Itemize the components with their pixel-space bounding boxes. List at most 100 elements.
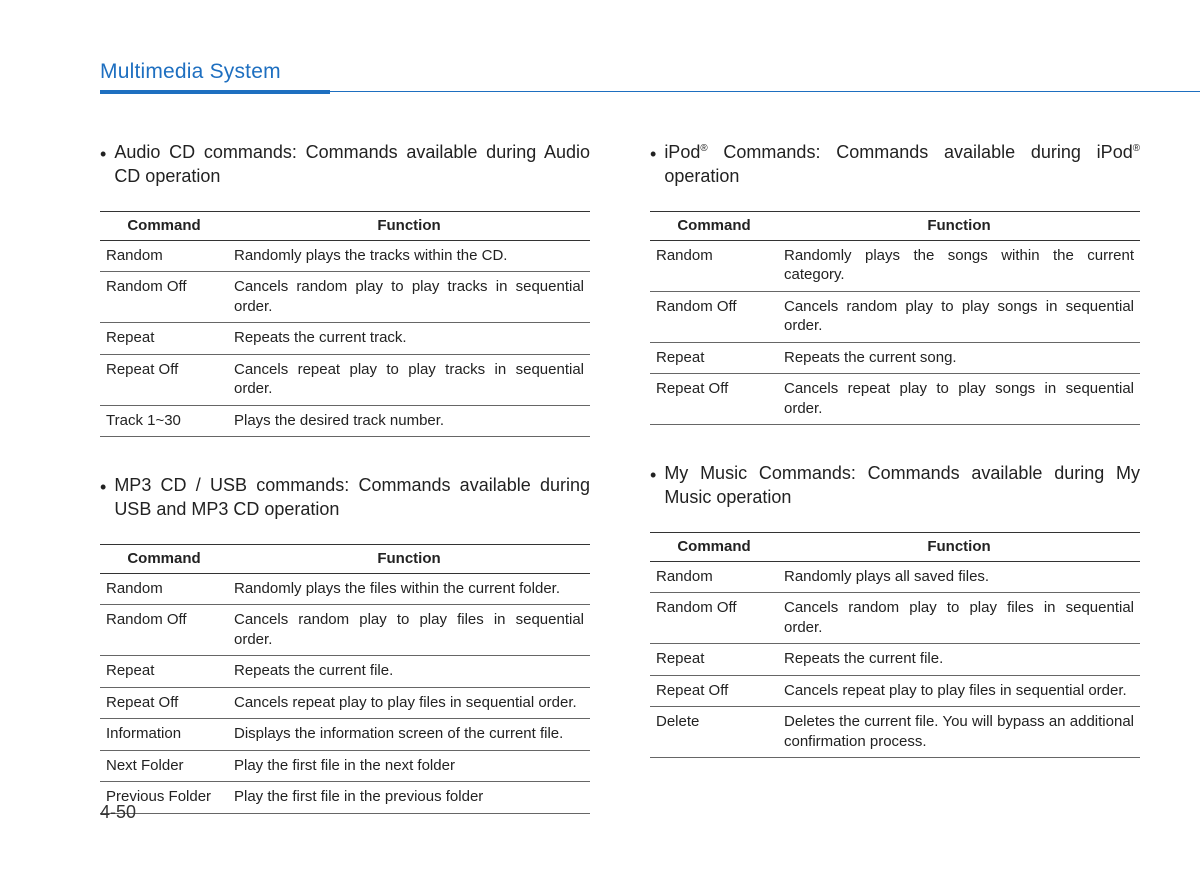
- th-function: Function: [228, 544, 590, 573]
- command-table: Command Function RandomRandomly plays th…: [650, 211, 1140, 426]
- table-row: Repeat OffCancels repeat play to play fi…: [100, 687, 590, 719]
- header-title: Multimedia System: [100, 60, 1140, 90]
- cell-command: Repeat: [650, 342, 778, 374]
- table-row: RandomRandomly plays the files within th…: [100, 573, 590, 605]
- cell-command: Repeat Off: [650, 675, 778, 707]
- cell-command: Repeat: [650, 644, 778, 676]
- table-row: RepeatRepeats the current song.: [650, 342, 1140, 374]
- th-function: Function: [778, 532, 1140, 561]
- cell-function: Repeats the current file.: [778, 644, 1140, 676]
- table-row: Repeat OffCancels repeat play to play so…: [650, 374, 1140, 425]
- cell-function: Cancels repeat play to play songs in seq…: [778, 374, 1140, 425]
- cell-function: Cancels random play to play files in seq…: [228, 605, 590, 656]
- cell-function: Displays the information screen of the c…: [228, 719, 590, 751]
- cell-function: Repeats the current file.: [228, 656, 590, 688]
- section-title: • My Music Commands: Commands available …: [650, 461, 1140, 510]
- section-audio-cd: • Audio CD commands: Commands available …: [100, 140, 590, 437]
- cell-command: Random: [100, 573, 228, 605]
- cell-command: Random Off: [650, 291, 778, 342]
- bullet-icon: •: [650, 140, 656, 166]
- th-command: Command: [650, 211, 778, 240]
- section-ipod: • iPod® Commands: Commands available dur…: [650, 140, 1140, 425]
- table-row: Repeat OffCancels repeat play to play tr…: [100, 354, 590, 405]
- section-mp3-usb: • MP3 CD / USB commands: Commands availa…: [100, 473, 590, 814]
- cell-function: Randomly plays the tracks within the CD.: [228, 240, 590, 272]
- command-table: Command Function RandomRandomly plays al…: [650, 532, 1140, 759]
- cell-command: Information: [100, 719, 228, 751]
- columns: • Audio CD commands: Commands available …: [100, 140, 1140, 850]
- table-row: Random OffCancels random play to play fi…: [100, 605, 590, 656]
- cell-function: Plays the desired track number.: [228, 405, 590, 437]
- table-row: RandomRandomly plays the songs within th…: [650, 240, 1140, 291]
- cell-command: Random Off: [100, 605, 228, 656]
- table-body: RandomRandomly plays the tracks within t…: [100, 240, 590, 437]
- cell-command: Random Off: [650, 593, 778, 644]
- cell-function: Cancels repeat play to play tracks in se…: [228, 354, 590, 405]
- cell-function: Play the first file in the next folder: [228, 750, 590, 782]
- table-row: Random OffCancels random play to play tr…: [100, 272, 590, 323]
- bullet-icon: •: [650, 461, 656, 487]
- cell-command: Random: [100, 240, 228, 272]
- cell-function: Repeats the current track.: [228, 323, 590, 355]
- table-row: RepeatRepeats the current file.: [650, 644, 1140, 676]
- th-command: Command: [650, 532, 778, 561]
- cell-function: Randomly plays the files within the curr…: [228, 573, 590, 605]
- table-row: RepeatRepeats the current file.: [100, 656, 590, 688]
- table-row: Next FolderPlay the first file in the ne…: [100, 750, 590, 782]
- cell-function: Cancels repeat play to play files in seq…: [228, 687, 590, 719]
- table-body: RandomRandomly plays the files within th…: [100, 573, 590, 813]
- table-row: Repeat OffCancels repeat play to play fi…: [650, 675, 1140, 707]
- command-table: Command Function RandomRandomly plays th…: [100, 211, 590, 438]
- cell-command: Repeat: [100, 656, 228, 688]
- th-command: Command: [100, 211, 228, 240]
- page-header: Multimedia System: [100, 60, 1140, 90]
- cell-command: Repeat Off: [100, 354, 228, 405]
- section-title-text: iPod® Commands: Commands available durin…: [664, 140, 1140, 189]
- bullet-icon: •: [100, 473, 106, 499]
- table-body: RandomRandomly plays all saved files.Ran…: [650, 561, 1140, 758]
- section-title: • iPod® Commands: Commands available dur…: [650, 140, 1140, 189]
- table-row: Random OffCancels random play to play fi…: [650, 593, 1140, 644]
- command-table: Command Function RandomRandomly plays th…: [100, 544, 590, 814]
- section-title-text: MP3 CD / USB commands: Commands availabl…: [114, 473, 590, 522]
- cell-command: Next Folder: [100, 750, 228, 782]
- section-title: • Audio CD commands: Commands available …: [100, 140, 590, 189]
- table-row: DeleteDeletes the current file. You will…: [650, 707, 1140, 758]
- cell-command: Random Off: [100, 272, 228, 323]
- th-function: Function: [778, 211, 1140, 240]
- table-row: RandomRandomly plays the tracks within t…: [100, 240, 590, 272]
- cell-function: Cancels random play to play files in seq…: [778, 593, 1140, 644]
- th-function: Function: [228, 211, 590, 240]
- section-title: • MP3 CD / USB commands: Commands availa…: [100, 473, 590, 522]
- cell-command: Repeat Off: [100, 687, 228, 719]
- cell-command: Repeat: [100, 323, 228, 355]
- cell-command: Repeat Off: [650, 374, 778, 425]
- section-my-music: • My Music Commands: Commands available …: [650, 461, 1140, 758]
- cell-command: Random: [650, 561, 778, 593]
- th-command: Command: [100, 544, 228, 573]
- cell-function: Cancels repeat play to play files in seq…: [778, 675, 1140, 707]
- cell-function: Cancels random play to play songs in seq…: [778, 291, 1140, 342]
- cell-command: Track 1~30: [100, 405, 228, 437]
- cell-function: Cancels random play to play tracks in se…: [228, 272, 590, 323]
- cell-function: Repeats the current song.: [778, 342, 1140, 374]
- bullet-icon: •: [100, 140, 106, 166]
- page: Multimedia System • Audio CD commands: C…: [0, 0, 1200, 890]
- table-row: InformationDisplays the information scre…: [100, 719, 590, 751]
- section-title-text: Audio CD commands: Commands available du…: [114, 140, 590, 189]
- cell-command: Random: [650, 240, 778, 291]
- table-row: Previous FolderPlay the first file in th…: [100, 782, 590, 814]
- table-body: RandomRandomly plays the songs within th…: [650, 240, 1140, 425]
- cell-command: Delete: [650, 707, 778, 758]
- cell-function: Randomly plays the songs within the curr…: [778, 240, 1140, 291]
- right-column: • iPod® Commands: Commands available dur…: [650, 140, 1140, 850]
- section-title-text: My Music Commands: Commands available du…: [664, 461, 1140, 510]
- cell-function: Play the first file in the previous fold…: [228, 782, 590, 814]
- table-row: Track 1~30Plays the desired track number…: [100, 405, 590, 437]
- cell-function: Deletes the current file. You will bypas…: [778, 707, 1140, 758]
- page-number: 4-50: [100, 802, 136, 823]
- cell-function: Randomly plays all saved files.: [778, 561, 1140, 593]
- table-row: RepeatRepeats the current track.: [100, 323, 590, 355]
- table-row: Random OffCancels random play to play so…: [650, 291, 1140, 342]
- left-column: • Audio CD commands: Commands available …: [100, 140, 590, 850]
